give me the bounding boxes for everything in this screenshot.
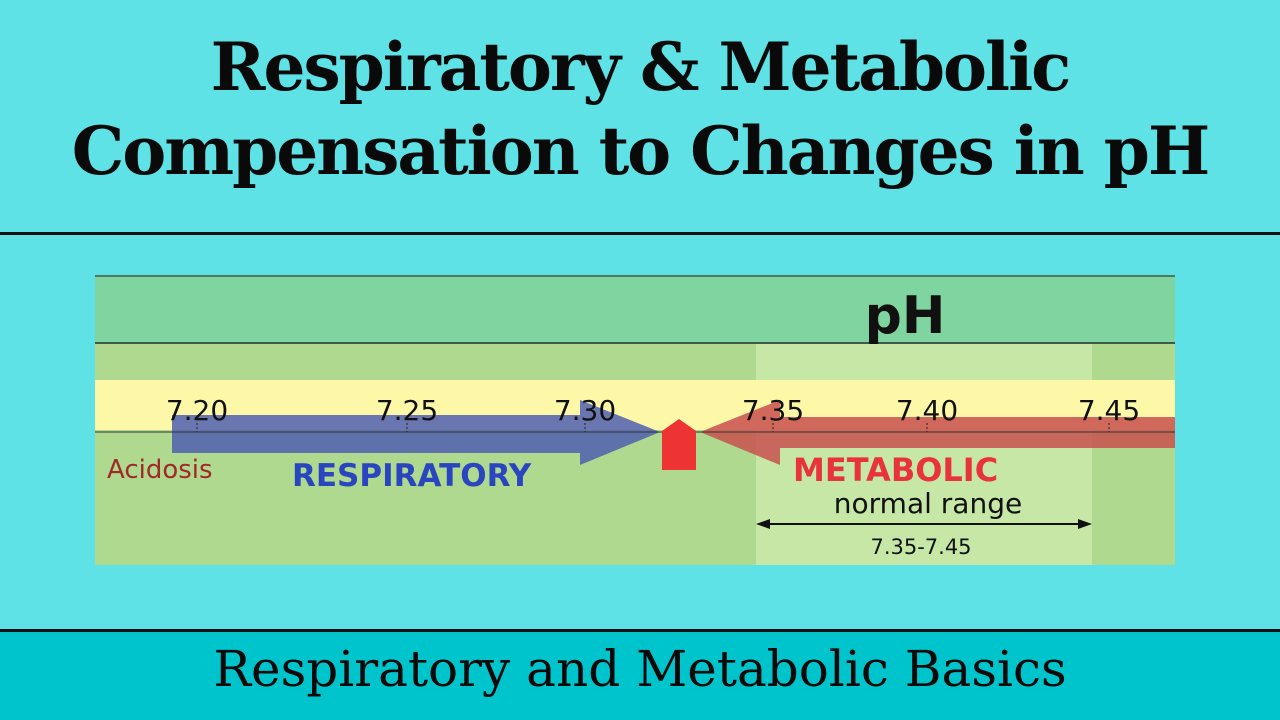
subtitle-band: [0, 632, 1280, 720]
respiratory-label: RESPIRATORY: [292, 458, 532, 494]
bottom-divider: [0, 629, 1280, 632]
tick-group: 7.20 7.25 7.30 7.35 7.40 7.45: [166, 394, 1140, 432]
tick-label: 7.45: [1078, 394, 1140, 427]
tick-label: 7.20: [166, 394, 228, 427]
normal-range-double-arrow: [756, 519, 1092, 529]
normal-range-label: normal range: [834, 487, 1022, 520]
title-line-2: Compensation to Changes in pH: [71, 112, 1211, 190]
acidosis-label: Acidosis: [107, 455, 213, 485]
header-band: [95, 275, 1175, 343]
current-ph-marker: [662, 419, 696, 470]
tick-label: 7.35: [742, 394, 804, 427]
ph-header: pH: [865, 286, 946, 346]
tick-label: 7.25: [376, 394, 438, 427]
ph-scale-diagram: pH 7.20 7.25 7.30 7.35 7.40 7.45 Acidosis RES…: [95, 275, 1175, 565]
normal-range-value: 7.35-7.45: [870, 535, 971, 559]
subtitle: Respiratory and Metabolic Basics: [213, 640, 1067, 698]
tick-label: 7.40: [896, 394, 958, 427]
tick-label: 7.30: [554, 394, 616, 427]
metabolic-label: METABOLIC: [793, 451, 998, 489]
top-divider: [0, 232, 1280, 235]
title-line-1: Respiratory & Metabolic: [210, 28, 1072, 106]
